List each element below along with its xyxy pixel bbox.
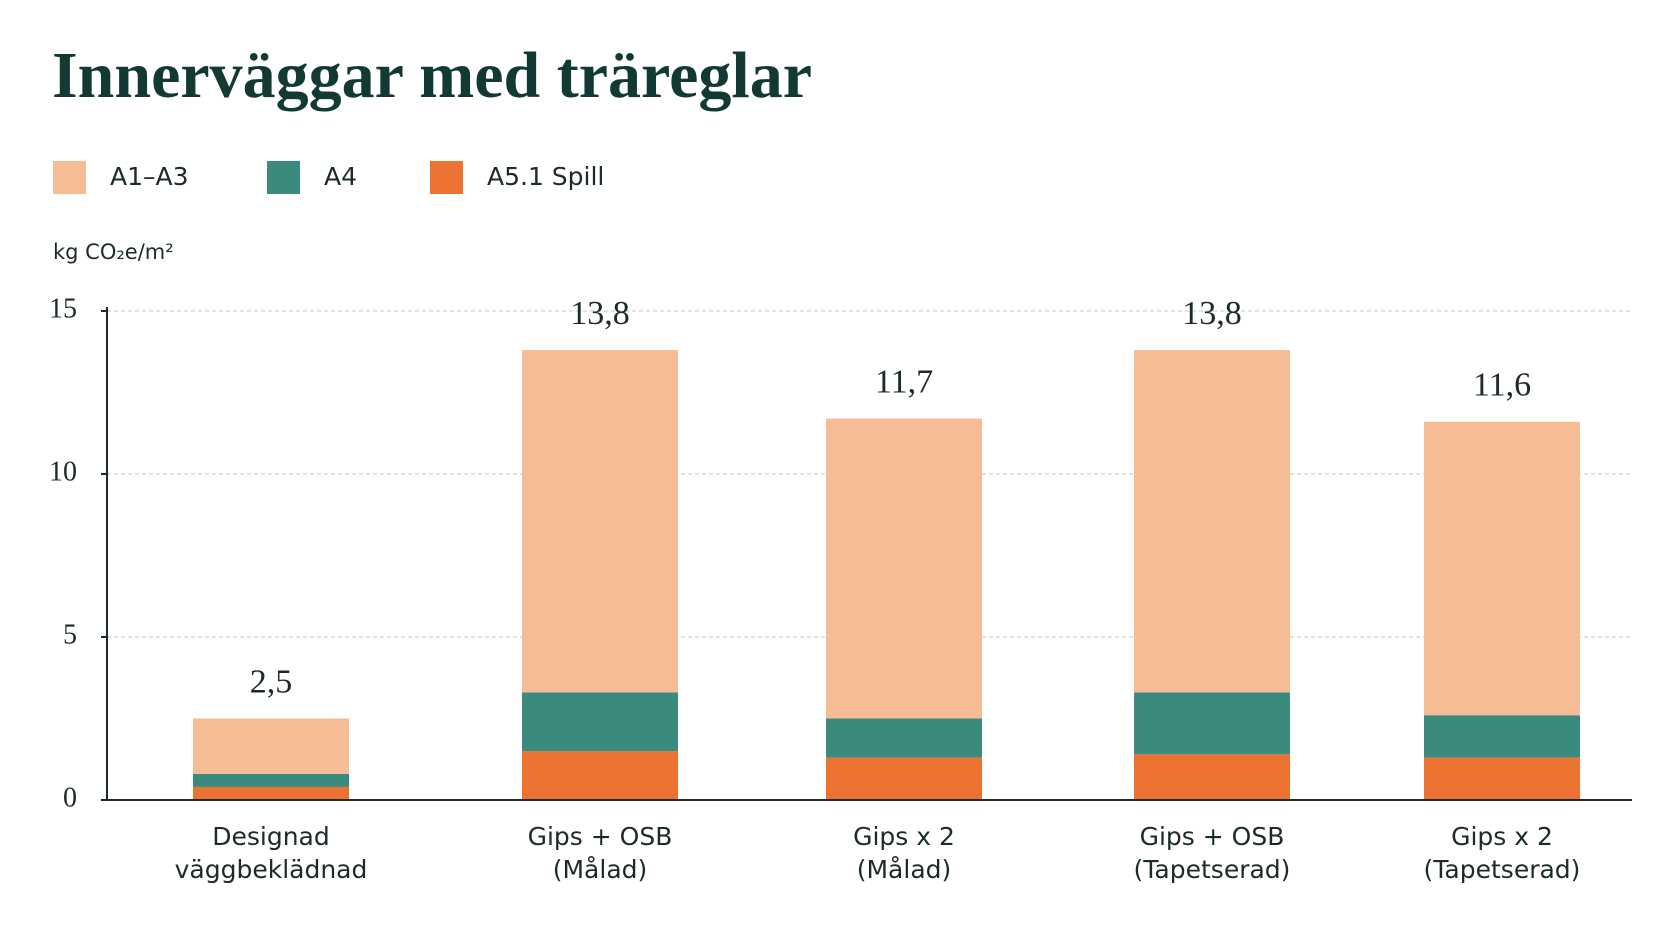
bar-segment [1134, 350, 1290, 693]
bar-segment [1424, 715, 1580, 758]
x-tick-label: (Tapetserad) [1424, 855, 1581, 884]
bar-segment [193, 773, 349, 787]
y-tick-label: 15 [49, 293, 77, 324]
total-label: 11,6 [1473, 367, 1531, 404]
y-tick-label: 0 [63, 782, 77, 813]
x-tick-label: Gips x 2 [853, 822, 955, 851]
bar-segment [1134, 754, 1290, 800]
total-label: 13,8 [570, 295, 630, 332]
y-tick-label: 10 [49, 456, 77, 487]
legend-swatch [430, 161, 463, 194]
x-tick-label: (Målad) [553, 855, 648, 884]
bar-segment [193, 718, 349, 774]
total-label: 13,8 [1182, 295, 1242, 332]
bar-segment [1424, 421, 1580, 716]
bar-segment [826, 418, 982, 719]
total-label: 2,5 [250, 663, 293, 700]
x-tick-label: Gips x 2 [1451, 822, 1553, 851]
bar-segment [826, 718, 982, 758]
legend-swatch [53, 161, 86, 194]
bar-segment [1134, 692, 1290, 755]
x-tick-label: Gips + OSB [528, 822, 673, 851]
legend-label: A4 [324, 162, 357, 191]
x-tick-label: Designad [212, 822, 330, 851]
y-axis-label: kg CO₂e/m² [53, 240, 174, 264]
bar-segment [826, 757, 982, 800]
total-label: 11,7 [875, 363, 933, 400]
x-tick-label: väggbeklädnad [175, 855, 368, 884]
bar-segment [193, 786, 349, 800]
y-tick-label: 5 [63, 619, 77, 650]
x-tick-label: (Målad) [857, 855, 952, 884]
bar-segment [522, 751, 678, 800]
legend-label: A5.1 Spill [487, 162, 604, 191]
bar-segment [522, 692, 678, 752]
bar-segment [1424, 757, 1580, 800]
legend-swatch [267, 161, 300, 194]
legend-label: A1–A3 [110, 162, 189, 191]
x-tick-label: Gips + OSB [1140, 822, 1285, 851]
chart-title: Innerväggar med träreglar [52, 39, 812, 112]
x-tick-label: (Tapetserad) [1134, 855, 1291, 884]
bar-segment [522, 350, 678, 693]
